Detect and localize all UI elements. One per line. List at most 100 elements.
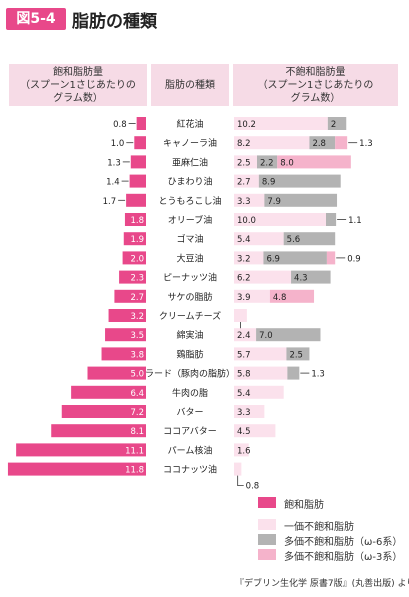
saturated-bar [124, 213, 146, 226]
omega6-bar [326, 213, 337, 226]
fat-type-label: サケの脂肪 [167, 291, 212, 303]
monounsaturated-value-label: 3.9 [237, 293, 251, 303]
monounsaturated-bar [234, 232, 284, 246]
omega3-bar [277, 155, 351, 169]
saturated-bar [108, 309, 146, 322]
omega6-bar [309, 136, 336, 150]
fat-type-label: キャノーラ油 [163, 137, 217, 149]
monounsaturated-bar [234, 443, 249, 457]
figure-badge: 図5-4 [6, 8, 66, 30]
saturated-value-label: 3.8 [130, 350, 144, 360]
saturated-bar [122, 251, 146, 265]
fat-type-label: ひまわり油 [167, 176, 212, 188]
omega3-value-label: 8.0 [280, 158, 294, 168]
omega6-bar [264, 193, 338, 207]
saturated-bar [129, 174, 146, 188]
fat-type-label: 牛肉の脂 [172, 387, 208, 399]
omega6-value-label: 2.2 [260, 158, 274, 168]
omega3-value-label: 1.3 [359, 139, 373, 149]
saturated-value-label: 7.2 [130, 408, 144, 418]
saturated-value-label: 2.0 [130, 254, 144, 264]
monounsaturated-bar [234, 136, 310, 150]
legend-swatch-saturated [258, 497, 276, 508]
omega6-value-label: 5.6 [287, 235, 301, 245]
saturated-value-label: 1.3 [107, 158, 121, 168]
monounsaturated-bar [234, 405, 265, 418]
fat-type-label: ココナッツ油 [163, 464, 217, 476]
omega6-bar [287, 366, 300, 380]
fat-type-label: ゴマ油 [176, 233, 203, 245]
omega3-value-label: 4.8 [273, 293, 287, 303]
monounsaturated-bar [234, 366, 288, 380]
fat-type-label: パーム核油 [168, 444, 213, 456]
figure-title: 脂肪の種類 [72, 12, 157, 32]
monounsaturated-value-label: 10.0 [237, 216, 256, 226]
monounsaturated-value-label: 5.8 [237, 370, 251, 380]
fat-type-label: バター [176, 407, 203, 418]
monounsaturated-value-label: 4.5 [237, 427, 251, 437]
fat-type-label: ココアバター [163, 426, 217, 437]
fat-type-label: とうもろこし油 [158, 195, 221, 207]
monounsaturated-bar [234, 424, 276, 438]
fat-type-label: クリームチーズ [159, 310, 221, 322]
monounsaturated-bar [234, 347, 287, 361]
saturated-bar [7, 462, 146, 476]
omega6-value-label: 1.1 [348, 216, 362, 226]
monounsaturated-value-label: 5.4 [237, 235, 251, 245]
header-saturated: 飽和脂肪量 （スプーン1さじあたりの グラム数） [9, 64, 147, 106]
saturated-value-label: 8.1 [130, 427, 144, 437]
monounsaturated-value-label: 5.4 [237, 389, 251, 399]
monounsaturated-bar [234, 462, 242, 476]
fat-type-label: ラード（豚肉の脂肪） [145, 368, 235, 380]
saturated-value-label: 3.5 [130, 331, 144, 341]
saturated-value-label: 3.2 [130, 312, 144, 322]
monounsaturated-bar [234, 174, 259, 188]
saturated-value-label: 1.7 [103, 197, 117, 207]
monounsaturated-bar [234, 251, 264, 265]
saturated-bar [61, 405, 147, 418]
legend-label-omega6: 多価不飽和脂肪（ω-6系） [284, 537, 403, 548]
saturated-bar [126, 193, 146, 207]
omega6-value-label: 6.9 [266, 254, 280, 264]
omega6-bar [291, 270, 331, 284]
saturated-value-label: 1.4 [106, 178, 120, 188]
saturated-bar [114, 289, 146, 303]
monounsaturated-value-label: 0.8 [246, 482, 260, 492]
omega6-bar [258, 174, 341, 188]
omega6-bar [286, 347, 310, 361]
monounsaturated-bar [234, 385, 284, 399]
fat-type-label: オリーブ油 [168, 214, 212, 226]
omega6-value-label: 2 [331, 120, 336, 130]
monounsaturated-bar [234, 193, 265, 207]
saturated-bar [134, 136, 146, 150]
omega3-bar [335, 136, 348, 150]
fat-type-label: 亜麻仁油 [172, 156, 208, 168]
saturated-value-label: 2.3 [130, 274, 144, 284]
saturated-value-label: 11.1 [125, 446, 144, 456]
legend-label-monounsaturated: 一価不飽和脂肪 [284, 522, 354, 533]
saturated-value-label: 0.8 [113, 120, 127, 130]
legend-swatch-monounsaturated [258, 519, 276, 530]
saturated-bar [130, 155, 146, 169]
omega6-bar [327, 117, 347, 130]
omega6-bar [256, 328, 321, 342]
saturated-value-label: 1.9 [130, 235, 144, 245]
omega6-value-label: 4.3 [294, 274, 308, 284]
header-fat-type: 脂肪の種類 [151, 64, 229, 106]
saturated-bar [16, 443, 146, 457]
omega3-value-label: 0.9 [347, 254, 361, 264]
saturated-bar [136, 117, 146, 130]
saturated-value-label: 6.4 [130, 389, 144, 399]
monounsaturated-value-label: 8.2 [237, 139, 251, 149]
monounsaturated-value-label: 2.7 [237, 178, 251, 188]
omega6-bar [257, 155, 278, 169]
monounsaturated-bar [234, 289, 270, 303]
omega6-value-label: 7.9 [267, 197, 281, 207]
fat-type-label: 大豆油 [176, 252, 203, 264]
fat-type-label: 鶏脂肪 [176, 348, 203, 360]
fat-type-label: 紅花油 [176, 118, 203, 130]
saturated-value-label: 2.7 [130, 293, 144, 303]
saturated-value-label: 1.8 [130, 216, 144, 226]
fat-type-label: 綿実油 [176, 329, 203, 341]
saturated-value-label: 1.0 [111, 139, 125, 149]
